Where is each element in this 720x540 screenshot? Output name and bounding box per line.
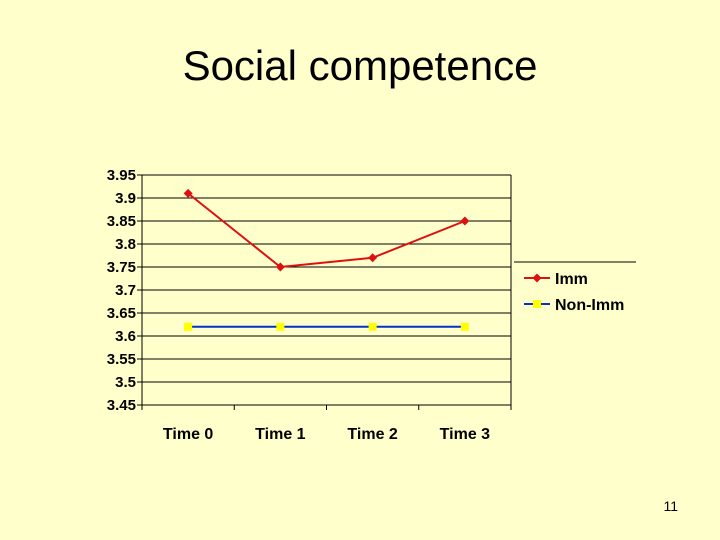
y-tick-label: 3.7 <box>115 282 136 299</box>
data-point-imm <box>183 188 193 198</box>
y-tick-label: 3.55 <box>107 351 136 368</box>
legend-swatch-marker <box>533 300 541 308</box>
y-tick-label: 3.5 <box>115 374 136 391</box>
legend-label: Imm <box>555 271 588 288</box>
y-tick-label: 3.75 <box>107 259 136 276</box>
y-tick-label: 3.6 <box>115 328 136 345</box>
data-point-imm <box>368 253 378 263</box>
x-tick-label: Time 2 <box>347 426 398 443</box>
data-point-non-imm <box>276 322 285 331</box>
data-point-non-imm <box>460 322 469 331</box>
legend-swatch-marker <box>532 273 542 283</box>
x-tick-label: Time 1 <box>255 426 306 443</box>
slide-title: Social competence <box>182 42 538 89</box>
y-tick-label: 3.65 <box>107 305 136 322</box>
y-tick-label: 3.9 <box>115 190 136 207</box>
y-tick-label: 3.95 <box>107 167 136 184</box>
series-line-imm <box>187 192 466 269</box>
data-point-imm <box>460 216 470 226</box>
data-point-non-imm <box>368 322 377 331</box>
x-tick-label: Time 0 <box>163 426 214 443</box>
legend-label: Non-Imm <box>555 297 624 314</box>
y-tick-label: 3.8 <box>115 236 136 253</box>
data-point-imm <box>275 262 285 272</box>
y-tick-label: 3.45 <box>107 397 136 414</box>
y-tick-label: 3.85 <box>107 213 136 230</box>
x-tick-label: Time 3 <box>440 426 491 443</box>
page-number: 11 <box>663 498 678 514</box>
data-point-non-imm <box>184 322 193 331</box>
